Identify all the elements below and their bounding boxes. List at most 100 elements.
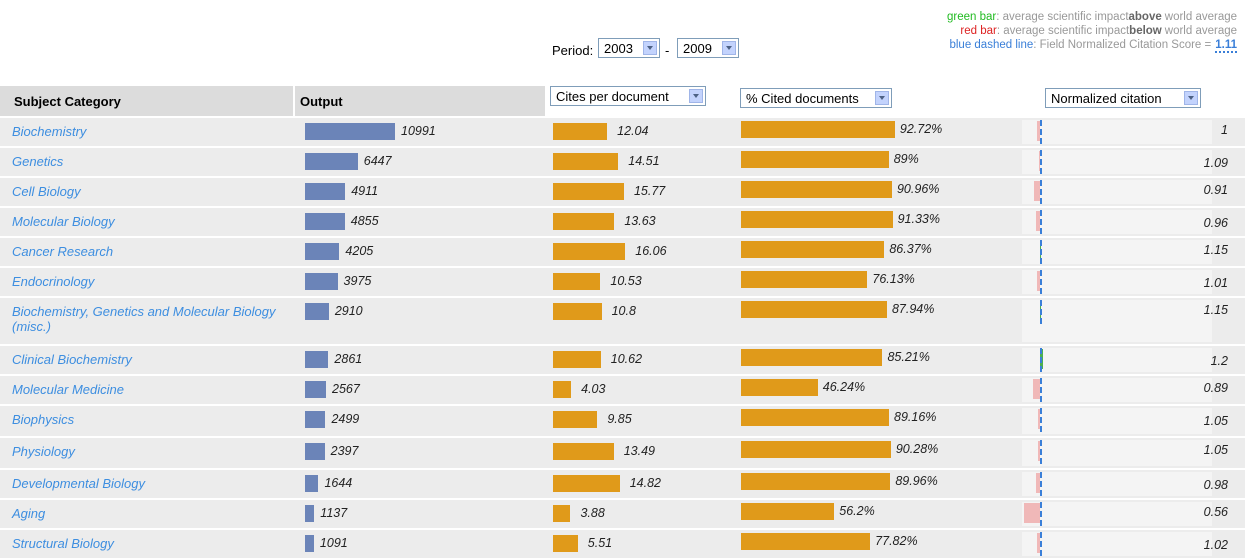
cited-bar bbox=[741, 151, 889, 168]
cites-bar bbox=[553, 123, 608, 140]
subject-name[interactable]: Developmental Biology bbox=[12, 476, 145, 491]
norm-bar bbox=[1037, 271, 1040, 291]
table-row: Cancer Research 4205 16.06 86.37% 1.15 bbox=[0, 238, 1245, 268]
column-header: Normalized citation bbox=[1051, 91, 1162, 106]
reference-line bbox=[1040, 210, 1042, 234]
legend-strong: below bbox=[1129, 25, 1162, 37]
norm-value: 0.98 bbox=[1203, 478, 1228, 492]
subject-name[interactable]: Clinical Biochemistry bbox=[12, 352, 132, 367]
legend-strong: above bbox=[1128, 11, 1162, 23]
table-row: Biophysics 2499 9.85 89.16% 1.05 bbox=[0, 406, 1245, 438]
cited-value: 90.28% bbox=[895, 442, 939, 456]
output-value: 2861 bbox=[334, 352, 363, 366]
legend-label: blue dashed line bbox=[949, 39, 1034, 51]
period-to[interactable]: 2009 bbox=[677, 38, 739, 58]
output-bar bbox=[305, 443, 325, 460]
norm-value: 1.02 bbox=[1203, 538, 1228, 552]
legend-text: : average scientific impact bbox=[996, 25, 1130, 37]
subject-name[interactable]: Aging bbox=[12, 506, 46, 521]
cites-bar bbox=[553, 411, 598, 428]
cited-bar bbox=[741, 211, 893, 228]
norm-bar bbox=[1036, 473, 1040, 493]
norm-box bbox=[1022, 240, 1212, 264]
table-row: Clinical Biochemistry 2861 10.62 85.21% 1.2 bbox=[0, 346, 1245, 376]
output-value: 6447 bbox=[363, 154, 392, 168]
cited-value: 86.37% bbox=[889, 242, 932, 256]
norm-box bbox=[1022, 300, 1212, 342]
subject-name[interactable]: Endocrinology bbox=[12, 274, 95, 289]
subject-name[interactable]: Molecular Medicine bbox=[12, 382, 124, 397]
legend-text: : average scientific impact bbox=[996, 11, 1129, 23]
subject-name[interactable]: Biochemistry, Genetics and Molecular Bio… bbox=[12, 304, 276, 334]
column-select[interactable]: % Cited documents bbox=[740, 88, 892, 108]
cites-value: 3.88 bbox=[580, 506, 605, 520]
output-bar bbox=[305, 183, 346, 200]
norm-value: 1.15 bbox=[1203, 243, 1228, 257]
cites-value: 12.04 bbox=[617, 124, 649, 138]
dropdown-arrow bbox=[875, 91, 889, 105]
norm-bar bbox=[1038, 441, 1040, 461]
output-bar bbox=[305, 351, 329, 368]
column-header: Output bbox=[300, 94, 343, 109]
norm-box bbox=[1022, 348, 1212, 372]
table-row: Physiology 2397 13.49 90.28% 1.05 bbox=[0, 438, 1245, 470]
table-row: Genetics 6447 14.51 89% 1.09 bbox=[0, 148, 1245, 178]
reference-line bbox=[1040, 180, 1042, 204]
subject-name[interactable]: Biophysics bbox=[12, 412, 75, 427]
reference-line bbox=[1040, 150, 1042, 174]
norm-value: 1.09 bbox=[1203, 156, 1228, 170]
legend-line: green bar: average scientific impactabov… bbox=[947, 10, 1237, 24]
legend-label: green bar bbox=[946, 11, 997, 23]
period-from[interactable]: 2003 bbox=[598, 38, 660, 58]
table-row: Molecular Biology 4855 13.63 91.33% 0.96 bbox=[0, 208, 1245, 238]
reference-line bbox=[1040, 472, 1042, 496]
subject-name[interactable]: Physiology bbox=[12, 444, 75, 459]
column-select[interactable]: Normalized citation bbox=[1045, 88, 1201, 108]
table-row: Endocrinology 3975 10.53 76.13% 1.01 bbox=[0, 268, 1245, 298]
legend-line: red bar: average scientific impactbelow w… bbox=[947, 24, 1237, 38]
output-value: 1137 bbox=[320, 506, 348, 520]
column-select[interactable]: Cites per document bbox=[550, 86, 706, 106]
reference-line bbox=[1040, 408, 1042, 432]
norm-box bbox=[1022, 120, 1212, 144]
cites-value: 14.82 bbox=[629, 476, 661, 490]
cited-value: 89.16% bbox=[894, 410, 937, 424]
cited-value: 56.2% bbox=[839, 504, 875, 518]
norm-box bbox=[1022, 440, 1212, 466]
norm-bar bbox=[1033, 379, 1040, 399]
reference-line bbox=[1040, 532, 1042, 556]
norm-value: 0.89 bbox=[1203, 381, 1228, 395]
cited-value: 89% bbox=[893, 152, 919, 166]
cited-bar bbox=[741, 241, 885, 258]
cites-bar bbox=[553, 243, 626, 260]
output-value: 3975 bbox=[343, 274, 372, 288]
subject-name[interactable]: Molecular Biology bbox=[12, 214, 115, 229]
output-value: 10991 bbox=[401, 124, 436, 138]
output-bar bbox=[305, 411, 326, 428]
output-bar bbox=[305, 303, 329, 320]
cited-value: 76.13% bbox=[872, 272, 915, 286]
norm-value: 1 bbox=[1221, 123, 1228, 137]
cites-bar bbox=[553, 443, 614, 460]
output-value: 4855 bbox=[350, 214, 379, 228]
subject-name[interactable]: Cancer Research bbox=[12, 244, 114, 259]
norm-box bbox=[1022, 532, 1212, 556]
cited-bar bbox=[741, 409, 889, 426]
legend-text: world average bbox=[1164, 11, 1237, 23]
cited-bar bbox=[741, 181, 892, 198]
norm-box bbox=[1022, 180, 1212, 204]
dropdown-arrow bbox=[722, 41, 736, 55]
norm-bar bbox=[1023, 503, 1040, 523]
output-bar bbox=[305, 123, 395, 140]
cites-value: 14.51 bbox=[628, 154, 660, 168]
subject-name[interactable]: Biochemistry bbox=[12, 124, 87, 139]
subject-name[interactable]: Genetics bbox=[12, 154, 64, 169]
subject-name[interactable]: Structural Biology bbox=[12, 536, 114, 551]
period-separator: - bbox=[665, 43, 670, 58]
norm-value: 1.05 bbox=[1203, 414, 1228, 428]
cites-bar bbox=[553, 183, 624, 200]
subject-name[interactable]: Cell Biology bbox=[12, 184, 81, 199]
cited-bar bbox=[741, 503, 835, 520]
cited-value: 85.21% bbox=[887, 350, 930, 364]
